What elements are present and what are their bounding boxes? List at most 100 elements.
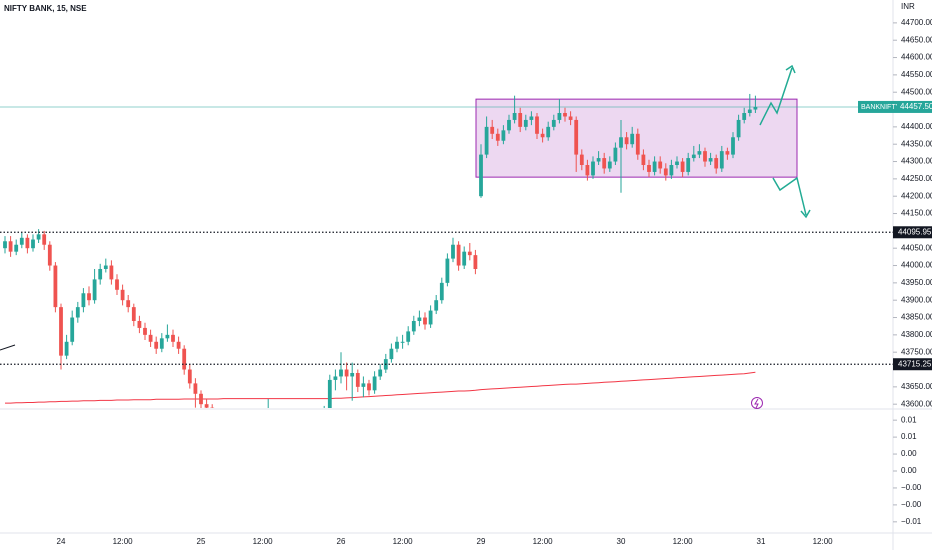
y-tick-label: 43950.00 [901, 278, 932, 287]
y-tick-label: 44000.00 [901, 261, 932, 270]
candle-body [378, 369, 383, 377]
alert-icon[interactable] [751, 397, 763, 409]
candle-body [109, 265, 114, 280]
candle-body [36, 234, 41, 240]
candle-body [344, 369, 349, 377]
x-tick-label: 12:00 [393, 537, 414, 546]
y-tick-label: 44350.00 [901, 139, 932, 148]
candle-body [47, 244, 52, 266]
candle-body [400, 341, 405, 343]
candle-body [120, 289, 125, 301]
candle-body [585, 165, 590, 176]
candle-body [137, 320, 142, 328]
y-tick-label: 44650.00 [901, 35, 932, 44]
candle-body [428, 310, 433, 325]
candle-body [126, 300, 131, 308]
indicator-tick-label: 0.00 [901, 466, 917, 475]
candle-body [456, 244, 461, 266]
candle-body [154, 341, 159, 349]
candle-body [70, 317, 75, 342]
last-price-label: 44457.50 [900, 102, 932, 111]
y-tick-label: 43650.00 [901, 382, 932, 391]
candle-body [658, 161, 663, 169]
candle-body [725, 151, 730, 155]
y-tick-label: 44550.00 [901, 70, 932, 79]
candle-body [193, 383, 198, 394]
candle-body [395, 341, 399, 349]
candle-body [691, 154, 696, 159]
candle-body [507, 119, 511, 131]
candle-body [87, 293, 91, 301]
candle-body [747, 109, 752, 114]
candle-body [19, 237, 24, 245]
candle-body [75, 307, 80, 318]
x-tick-label: 29 [477, 537, 486, 546]
candle-body [512, 113, 517, 120]
candle-body [635, 133, 640, 155]
level-label-bg [893, 358, 932, 371]
candle-body [339, 369, 343, 377]
main-pane [0, 93, 893, 408]
indicator-tick-label: −0.00 [901, 483, 922, 492]
candle-body [165, 334, 170, 339]
currency-label: INR [901, 2, 915, 11]
candle-body [204, 404, 209, 408]
y-tick-label: 43850.00 [901, 313, 932, 322]
x-tick-label: 31 [757, 537, 766, 546]
x-tick-label: 12:00 [673, 537, 694, 546]
candle-body [372, 376, 377, 391]
candle-body [115, 279, 119, 290]
candle-body [131, 307, 136, 321]
x-tick-label: 26 [337, 537, 346, 546]
candle-body [686, 158, 691, 172]
candle-body [518, 113, 523, 127]
candle-body [434, 300, 439, 311]
up-arrow [759, 67, 793, 126]
candle-body [462, 251, 467, 266]
candle-body [187, 369, 192, 384]
y-tick-label: 44600.00 [901, 53, 932, 62]
candle-body [719, 151, 724, 169]
candle-body [624, 137, 629, 145]
alert-icon-bolt [754, 398, 759, 409]
candle-body [53, 265, 58, 308]
indicator-tick-label: −0.01 [901, 517, 922, 526]
candle-body [663, 168, 668, 176]
candle-body [389, 348, 394, 360]
candle-body [736, 119, 741, 138]
candle-body [731, 137, 735, 155]
candle-body [680, 161, 685, 172]
candle-body [551, 119, 556, 127]
indicator-tick-label: 0.00 [901, 449, 917, 458]
candle-body [591, 161, 595, 176]
candle-body [479, 154, 483, 197]
candle-body [31, 239, 35, 249]
candle-body [411, 320, 416, 332]
candle-body [714, 158, 719, 169]
y-tick-label: 43800.00 [901, 330, 932, 339]
candle-body [445, 258, 450, 283]
candle-body [159, 338, 164, 349]
x-tick-label: 24 [57, 537, 66, 546]
level-label-bg [893, 226, 932, 239]
candle-body [630, 133, 635, 145]
candle-body [8, 241, 13, 252]
down-arrow-head [800, 209, 811, 219]
candle-body [171, 334, 175, 342]
chart-title: NIFTY BANK, 15, NSE [4, 4, 87, 13]
indicator-tick-label: 0.01 [901, 432, 917, 441]
candle-body [579, 154, 584, 166]
candle-body [467, 251, 472, 256]
candle-body [333, 376, 338, 380]
down-arrow [772, 176, 807, 216]
candle-body [568, 116, 573, 120]
candle-body [703, 151, 707, 162]
y-tick-label: 44400.00 [901, 122, 932, 131]
candle-body [652, 161, 657, 172]
last-price-badge-bg [897, 100, 932, 113]
candle-body [327, 379, 332, 408]
candle-body [647, 165, 651, 172]
